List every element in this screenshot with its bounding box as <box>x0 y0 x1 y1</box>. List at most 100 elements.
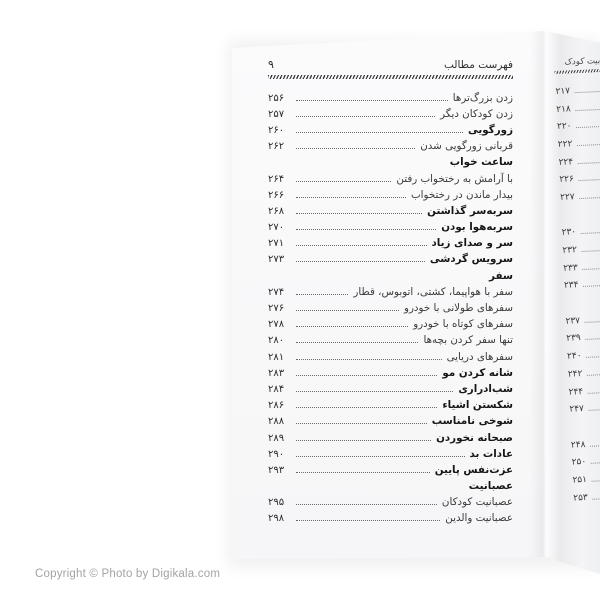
side-row: ۲۴۸ <box>571 434 600 454</box>
toc-title: زدن کودکان دیگر <box>440 107 513 120</box>
side-dot-leader <box>590 461 600 465</box>
toc-title: عصبانیت والدین <box>445 512 513 525</box>
side-dot-leader <box>575 108 600 111</box>
toc-title: شب‌ادراری <box>458 382 513 395</box>
dot-leader <box>296 326 409 328</box>
side-row: ۲۲۲ <box>557 134 600 154</box>
toc-title: سر و صدای زیاد <box>431 237 514 250</box>
side-row: ۲۵۰ <box>571 452 600 472</box>
toc-row: عصبانیت <box>268 479 513 495</box>
side-row: ۲۳۲ <box>562 240 600 260</box>
side-page-ref: ۲۲۷ <box>559 192 575 203</box>
toc-row: سربه‌سر گذاشتن ۲۶۸ <box>268 203 513 219</box>
dot-leader <box>296 261 425 263</box>
toc-row: سفرهای دریایی ۲۸۱ <box>268 349 513 365</box>
toc-row: عصبانیت والدین ۲۹۸ <box>268 511 513 527</box>
dot-leader <box>296 148 416 150</box>
dot-leader <box>296 293 349 295</box>
toc-page-ref: ۲۶۸ <box>268 205 285 217</box>
toc-title: عزت‌نفس پایین <box>434 463 513 476</box>
toc-row: قربانی زورگویی شدن ۲۶۲ <box>268 139 513 155</box>
toc-page-ref: ۲۵۷ <box>268 108 285 120</box>
dot-leader <box>296 212 423 214</box>
side-dot-leader <box>588 408 600 412</box>
side-dot-leader <box>589 444 600 447</box>
side-dot-leader <box>577 161 600 164</box>
side-row: ۲۲۰ <box>557 116 600 136</box>
side-dot-leader <box>578 179 600 182</box>
side-row <box>570 417 600 437</box>
side-page-ref: ۲۲۲ <box>557 139 573 150</box>
side-dot-leader <box>592 497 600 500</box>
dot-leader <box>296 115 436 117</box>
toc-row: شانه کردن مو ۲۸۳ <box>268 365 513 381</box>
toc-row: سفرهای کوتاه با خودرو ۲۷۸ <box>268 317 513 333</box>
dot-leader <box>296 423 427 425</box>
side-page-ref: ۲۴۴ <box>568 386 584 398</box>
side-page-ref: ۲۳۷ <box>565 315 581 327</box>
side-dot-leader <box>574 90 600 93</box>
toc-page-ref: ۲۹۵ <box>268 497 285 509</box>
toc-title: سفرهای طولانی با خودرو <box>403 302 513 315</box>
toc-page-ref: ۲۵۶ <box>268 92 285 104</box>
side-row: ۲۵۱ <box>572 470 600 490</box>
page-fold-shade <box>530 31 546 559</box>
side-page-ref: ۲۲۰ <box>556 121 572 133</box>
toc-row: عادات بد ۲۹۰ <box>268 446 513 462</box>
side-dot-leader <box>587 391 600 394</box>
side-page-ref: ۲۱۸ <box>556 103 572 115</box>
side-row: ۲۳۰ <box>561 222 600 242</box>
dot-leader <box>296 131 464 133</box>
dot-leader <box>296 520 441 522</box>
dot-leader <box>296 455 465 457</box>
side-header-fragment: بیت کودک <box>564 55 600 68</box>
toc-page-ref: ۲۸۱ <box>268 351 285 363</box>
toc-row: شوخی نامناسب ۲۸۸ <box>268 414 513 430</box>
toc-title: سربه‌سر گذاشتن <box>427 204 513 217</box>
toc-page-ref: ۲۸۴ <box>268 383 285 395</box>
toc-title: عصبانیت کودکان <box>441 496 513 509</box>
toc-page-ref: ۲۶۶ <box>268 189 285 201</box>
toc-title: سفر با هواپیما، کشتی، اتوبوس، قطار <box>353 285 513 298</box>
side-row: ۲۲۷ <box>560 187 600 207</box>
side-row: ۲۱۸ <box>556 99 600 119</box>
dot-leader <box>296 310 399 312</box>
dot-leader <box>296 504 437 506</box>
dot-leader <box>296 342 419 344</box>
toc-row: سر و صدای زیاد ۲۷۱ <box>268 236 513 252</box>
side-row: ۲۳۴ <box>564 275 600 295</box>
toc-page-ref: ۲۹۰ <box>268 448 285 460</box>
toc-page-ref: ۲۹۸ <box>268 513 285 525</box>
dot-leader <box>296 407 438 409</box>
toc-content: فهرست مطالب ۹ زدن بزرگ‌ترها ۲۵۶ زدن کودک… <box>268 58 513 527</box>
toc-title: سربه‌هوا بودن <box>441 221 513 234</box>
dot-leader <box>296 99 448 101</box>
side-row: ۲۳۹ <box>566 328 600 348</box>
side-page-list: ۲۱۷ ۲۱۸ ۲۲۰ ۲۲۲ ۲۲۴ ۲۲۶ <box>555 81 600 507</box>
side-dot-leader <box>582 267 600 270</box>
side-dot-leader <box>579 196 600 200</box>
toc-title: زدن بزرگ‌ترها <box>452 91 513 104</box>
side-row: ۲۱۷ <box>555 81 600 101</box>
page-header-title: فهرست مطالب <box>443 59 513 71</box>
side-page-ref: ۲۴۷ <box>569 404 585 415</box>
dot-leader <box>296 245 427 247</box>
side-row: ۲۴۷ <box>569 399 600 419</box>
side-row: ۲۳۳ <box>563 258 600 278</box>
page-header: فهرست مطالب ۹ <box>268 58 513 72</box>
toc-title: شانه کردن مو <box>442 366 513 379</box>
toc-row: شب‌ادراری ۲۸۴ <box>268 381 513 397</box>
toc-row: با آرامش به رختخواب رفتن ۲۶۴ <box>268 171 513 187</box>
toc-page-ref: ۲۷۴ <box>268 286 285 298</box>
copyright-watermark: Copyright © Photo by Digikala.com <box>35 568 221 580</box>
toc-row: سربه‌هوا بودن ۲۷۰ <box>268 220 513 236</box>
side-page-ref: ۲۲۶ <box>559 174 575 186</box>
side-page-ref: ۲۵۱ <box>572 474 588 486</box>
dot-leader <box>296 229 437 231</box>
side-dot-leader <box>584 320 600 323</box>
side-page-ref: ۲۳۲ <box>562 245 578 256</box>
toc-page-ref: ۲۸۶ <box>268 400 285 412</box>
toc-page-ref: ۲۸۰ <box>268 335 285 347</box>
toc-title: قربانی زورگویی شدن <box>420 140 513 153</box>
